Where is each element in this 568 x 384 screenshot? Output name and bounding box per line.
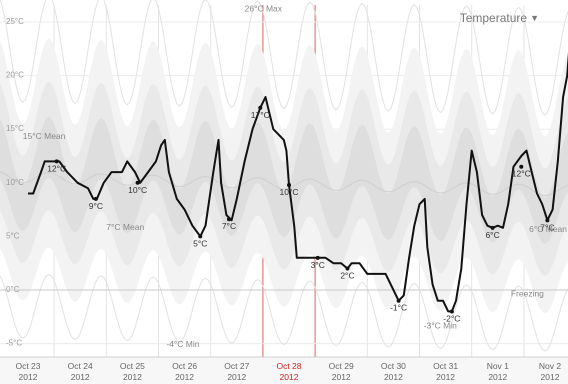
data-point-label: 7°C	[222, 221, 236, 231]
y-tick-label: -5°C	[6, 339, 22, 348]
x-tick-year[interactable]: 2012	[384, 372, 403, 382]
chart-annotation: 7°C Mean	[106, 222, 144, 232]
y-tick-label: 10°C	[6, 178, 24, 187]
metric-dropdown-label: Temperature	[460, 11, 527, 25]
x-tick-year[interactable]: 2012	[488, 372, 507, 382]
x-tick-date[interactable]: Oct 27	[224, 361, 249, 371]
y-tick-label: 25°C	[6, 17, 24, 26]
x-tick-year[interactable]: 2012	[19, 372, 38, 382]
data-point-label: 10°C	[128, 185, 147, 195]
x-tick-date[interactable]: Oct 30	[381, 361, 406, 371]
chart-annotation: Freezing	[511, 288, 544, 298]
x-tick-year[interactable]: 2012	[227, 372, 246, 382]
x-tick-year[interactable]: 2012	[436, 372, 455, 382]
data-point-label: -1°C	[390, 303, 407, 313]
x-tick-year[interactable]: 2012	[332, 372, 351, 382]
data-point-label: 7°C	[540, 222, 554, 232]
x-tick-date[interactable]: Nov 1	[487, 361, 509, 371]
x-tick-date[interactable]: Oct 31	[433, 361, 458, 371]
data-point-label: 12°C	[47, 163, 66, 173]
x-tick-year[interactable]: 2012	[123, 372, 142, 382]
x-tick-date[interactable]: Nov 2	[539, 361, 561, 371]
x-tick-date[interactable]: Oct 26	[172, 361, 197, 371]
x-tick-year[interactable]: 2012	[280, 372, 299, 382]
x-tick-year[interactable]: 2012	[541, 372, 560, 382]
data-point-label: 3°C	[311, 260, 325, 270]
x-tick-date[interactable]: Oct 23	[15, 361, 40, 371]
x-tick-date[interactable]: Oct 28	[276, 361, 301, 371]
data-point-label: 10°C	[280, 187, 299, 197]
x-tick-date[interactable]: Oct 29	[329, 361, 354, 371]
chevron-down-icon: ▼	[530, 13, 539, 23]
data-point-label: 2°C	[340, 271, 354, 281]
y-tick-label: 15°C	[6, 124, 24, 133]
chart-annotation: 15°C Mean	[23, 131, 66, 141]
data-point-label: 5°C	[193, 238, 207, 248]
chart-annotation: -4°C Min	[166, 339, 199, 349]
data-point-label: 6°C	[485, 230, 499, 240]
x-tick-date[interactable]: Oct 24	[68, 361, 93, 371]
metric-dropdown[interactable]: Temperature ▼	[460, 11, 539, 25]
x-tick-date[interactable]: Oct 25	[120, 361, 145, 371]
y-tick-label: 20°C	[6, 71, 24, 80]
data-point-label: 17°C	[251, 110, 270, 120]
x-tick-year[interactable]: 2012	[71, 372, 90, 382]
data-point-label: -2°C	[443, 313, 460, 323]
chart-annotation: 26°C Max	[245, 3, 283, 13]
x-tick-year[interactable]: 2012	[175, 372, 194, 382]
y-tick-label: 5°C	[6, 231, 20, 240]
data-point-label: 12°C	[512, 169, 531, 179]
data-point-label: 9°C	[89, 201, 103, 211]
